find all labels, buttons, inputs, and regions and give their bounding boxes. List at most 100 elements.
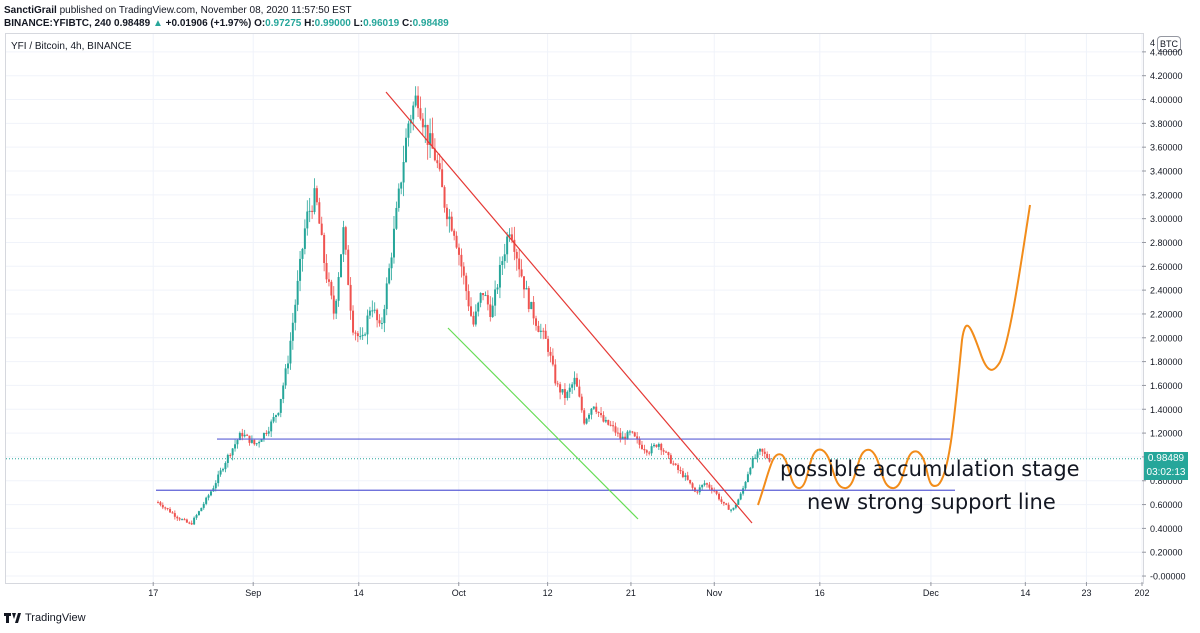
candle-body [250, 439, 253, 443]
candle-body [183, 519, 186, 521]
candle-body [739, 493, 742, 500]
candle-body [270, 421, 273, 432]
candle-body [272, 416, 275, 422]
candle-body [325, 262, 328, 280]
candle-body [643, 448, 646, 451]
candle-body [385, 283, 388, 310]
candle-body [202, 503, 205, 508]
candle-body [718, 493, 721, 500]
footer[interactable]: TradingView [4, 612, 86, 624]
candle-body [287, 363, 290, 369]
candle-body [510, 234, 513, 240]
candle-body [378, 320, 381, 324]
high-value: 0.99000 [314, 18, 351, 29]
chart-pane[interactable] [5, 33, 1144, 584]
candle-body [397, 188, 400, 208]
x-tick-label: Oct [452, 588, 467, 598]
candle-body [159, 502, 162, 505]
candle-body [766, 453, 769, 459]
candle-body [756, 451, 759, 458]
high-label: H: [304, 18, 315, 29]
x-tick-label: 202 [1134, 588, 1149, 598]
candle-body [238, 432, 241, 441]
candle-body [460, 254, 463, 267]
candle-body [575, 377, 578, 387]
candle-body [200, 507, 203, 512]
candle-body [465, 275, 468, 292]
candlestick-series [157, 86, 771, 526]
candle-body [306, 211, 309, 229]
projection-path [757, 204, 1031, 506]
candle-body [169, 509, 172, 513]
candle-body [691, 483, 694, 488]
candle-body [595, 406, 598, 412]
candle-body [368, 310, 371, 316]
candle-body [320, 223, 323, 236]
candle-body [236, 440, 239, 445]
y-tick-label: -0.00000 [1150, 572, 1186, 582]
candle-body [222, 469, 225, 471]
candle-body [190, 523, 193, 525]
candle-body [383, 309, 386, 324]
candle-body [436, 160, 439, 164]
candle-body [188, 522, 191, 524]
y-axis: 4.40000 4.20000 4.00000 3.80000 3.60000 3.400… [1142, 38, 1186, 582]
candle-body [405, 137, 408, 163]
candle-body [327, 279, 330, 282]
candle-body [426, 124, 429, 145]
currency-badge[interactable]: BTC [1157, 36, 1181, 52]
candle-body [621, 436, 624, 439]
candle-body [315, 188, 318, 203]
candle-body [455, 235, 458, 248]
candle-body [612, 425, 615, 427]
candle-body [279, 399, 282, 413]
candle-body [484, 295, 487, 297]
candle-body [344, 227, 347, 250]
pane-title: YFI / Bitcoin, 4h, BINANCE [11, 41, 132, 52]
candle-body [195, 515, 198, 518]
candle-body [532, 301, 535, 319]
candle-body [720, 499, 723, 502]
candle-body [157, 502, 159, 504]
candle-body [616, 432, 619, 434]
candle-body [294, 304, 297, 323]
candle-body [241, 432, 244, 437]
candle-body [653, 444, 656, 447]
candle-body [441, 169, 444, 188]
candle-body [580, 396, 583, 411]
y-tick-label: 3.60000 [1150, 143, 1183, 153]
candle-body [234, 444, 237, 449]
candle-body [518, 258, 521, 270]
candle-body [708, 484, 711, 488]
candle-body [224, 463, 227, 470]
candle-body [205, 497, 208, 504]
candle-body [588, 414, 591, 419]
candle-body [672, 463, 675, 465]
y-tick-label: 0.60000 [1150, 500, 1183, 510]
candle-body [751, 458, 754, 468]
candle-body [445, 207, 448, 220]
y-tick-label: 1.40000 [1150, 405, 1183, 415]
candle-body [361, 334, 364, 337]
candle-body [650, 446, 653, 454]
open-label: O: [254, 18, 266, 29]
candle-body [520, 269, 523, 277]
candle-body [364, 334, 367, 336]
candle-body [207, 495, 210, 498]
candle-body [689, 479, 692, 484]
candle-body [462, 266, 465, 276]
candle-body [547, 338, 550, 352]
y-tick-label: 0.80000 [1150, 476, 1183, 486]
candle-body [219, 470, 222, 475]
candle-body [414, 95, 417, 106]
publish-info: SanctiGrail published on TradingView.com… [4, 4, 352, 17]
candle-body [525, 288, 528, 290]
candle-body [628, 431, 631, 433]
candle-body [171, 512, 174, 514]
candle-body [491, 305, 494, 317]
candle-body [585, 418, 588, 424]
candle-body [554, 364, 557, 384]
x-tick-label: 14 [354, 588, 364, 598]
candle-body [768, 458, 771, 462]
